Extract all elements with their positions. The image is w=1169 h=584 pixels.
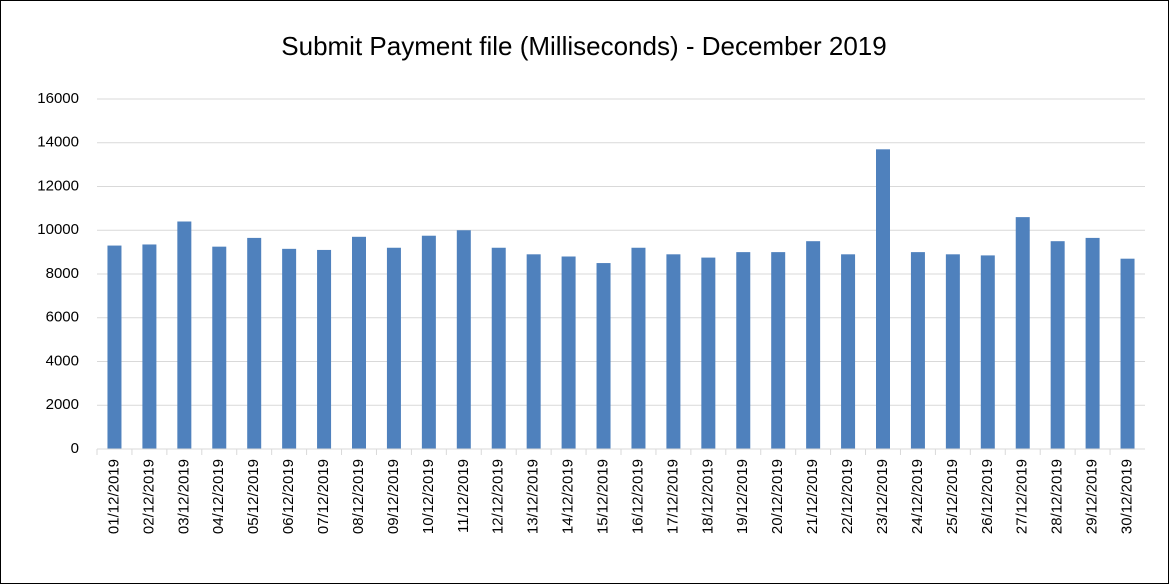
x-tick-label: 07/12/2019 — [315, 459, 332, 534]
bar — [1015, 217, 1030, 449]
y-tick-label: 2000 — [46, 396, 79, 413]
x-tick-label: 21/12/2019 — [804, 459, 821, 534]
x-tick-label: 15/12/2019 — [595, 459, 612, 534]
bar — [980, 255, 995, 449]
bar — [1120, 258, 1135, 449]
x-tick-label: 10/12/2019 — [420, 459, 437, 534]
bar — [526, 254, 541, 449]
y-tick-label: 6000 — [46, 309, 79, 326]
x-tick-label: 08/12/2019 — [350, 459, 367, 534]
bar — [317, 249, 332, 449]
x-tick-label: 29/12/2019 — [1084, 459, 1101, 534]
x-tick-label: 06/12/2019 — [280, 459, 297, 534]
bar — [491, 247, 506, 449]
bar — [841, 254, 856, 449]
x-tick-label: 09/12/2019 — [385, 459, 402, 534]
x-tick-label: 01/12/2019 — [105, 459, 122, 534]
bar — [386, 247, 401, 449]
x-tick-label: 05/12/2019 — [245, 459, 262, 534]
y-tick-label: 0 — [71, 440, 79, 457]
bar — [910, 252, 925, 449]
x-tick-label: 19/12/2019 — [734, 459, 751, 534]
y-tick-label: 14000 — [37, 134, 79, 151]
x-tick-label: 27/12/2019 — [1014, 459, 1031, 534]
x-tick-label: 23/12/2019 — [874, 459, 891, 534]
y-tick-label: 8000 — [46, 265, 79, 282]
x-tick-label: 12/12/2019 — [490, 459, 507, 534]
bar — [421, 235, 436, 449]
bar — [666, 254, 681, 449]
bar — [701, 257, 716, 449]
bar — [561, 256, 576, 449]
x-tick-label: 02/12/2019 — [140, 459, 157, 534]
x-tick-label: 13/12/2019 — [525, 459, 542, 534]
bar — [631, 247, 646, 449]
bar — [212, 246, 227, 449]
bar — [945, 254, 960, 449]
bar — [1050, 241, 1065, 449]
x-tick-label: 17/12/2019 — [664, 459, 681, 534]
bar — [596, 263, 611, 449]
x-tick-label: 20/12/2019 — [769, 459, 786, 534]
bar — [142, 244, 157, 449]
y-tick-label: 12000 — [37, 177, 79, 194]
x-tick-label: 24/12/2019 — [909, 459, 926, 534]
x-tick-label: 28/12/2019 — [1049, 459, 1066, 534]
y-tick-label: 16000 — [37, 90, 79, 107]
bar — [806, 241, 821, 449]
bar — [282, 248, 297, 449]
bar — [247, 237, 262, 449]
x-tick-label: 30/12/2019 — [1119, 459, 1136, 534]
bar — [1085, 237, 1100, 449]
bar — [771, 252, 786, 449]
x-tick-label: 14/12/2019 — [560, 459, 577, 534]
y-tick-label: 10000 — [37, 221, 79, 238]
bar — [456, 230, 471, 449]
bar — [876, 149, 890, 449]
bar — [736, 252, 751, 449]
x-tick-label: 03/12/2019 — [175, 459, 192, 534]
bar — [107, 245, 122, 449]
x-tick-label: 26/12/2019 — [979, 459, 996, 534]
bar — [352, 236, 366, 449]
x-tick-label: 25/12/2019 — [944, 459, 961, 534]
chart-title: Submit Payment file (Milliseconds) - Dec… — [281, 31, 886, 61]
bar — [177, 221, 192, 449]
x-tick-label: 04/12/2019 — [210, 459, 227, 534]
x-tick-label: 11/12/2019 — [455, 459, 472, 533]
x-tick-label: 22/12/2019 — [839, 459, 856, 534]
x-tick-label: 18/12/2019 — [699, 459, 716, 534]
y-tick-label: 4000 — [46, 352, 79, 369]
x-tick-label: 16/12/2019 — [629, 459, 646, 534]
